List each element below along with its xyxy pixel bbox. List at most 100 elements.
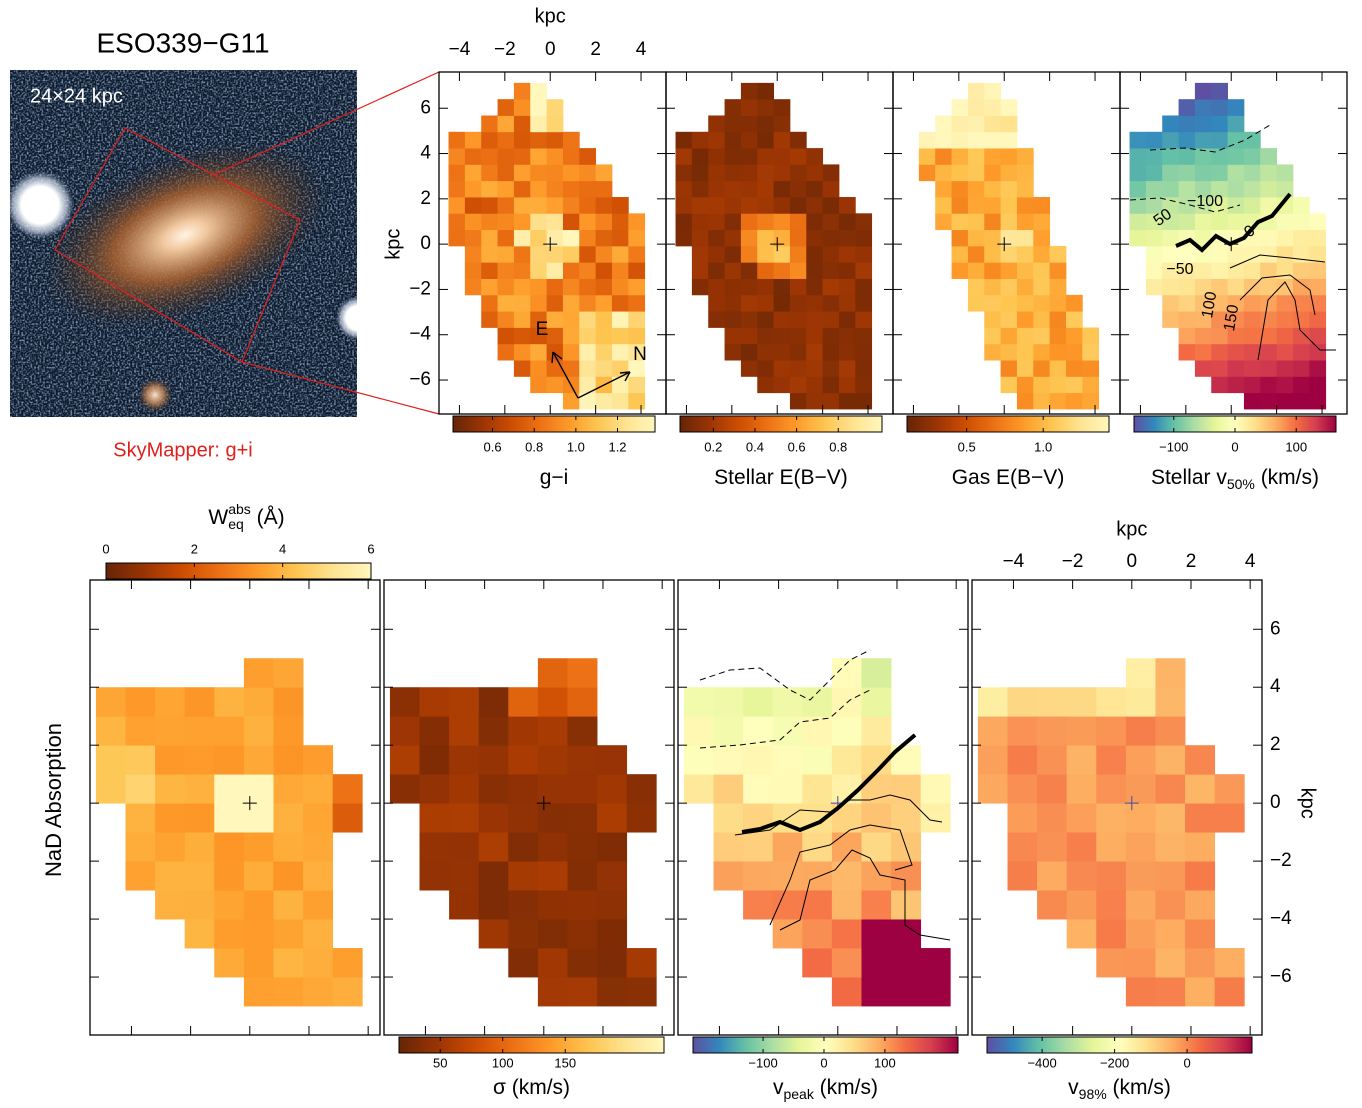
map-cell [1066, 745, 1097, 775]
map-cell [1227, 294, 1245, 312]
colorbar-label: Gas E(B−V) [952, 466, 1065, 489]
map-cell [708, 197, 725, 214]
map-cell [1129, 229, 1147, 247]
map-cell [675, 180, 693, 198]
map-cell [1145, 262, 1163, 279]
map-cell [1292, 392, 1310, 410]
map-cell [562, 213, 580, 231]
map-cell [125, 687, 156, 717]
map-cell [861, 919, 892, 949]
x-tick-label: 0 [1127, 551, 1138, 572]
map-cell [611, 294, 629, 312]
map-cell [1033, 392, 1051, 410]
map-cell [1096, 832, 1127, 862]
map-cell [1033, 343, 1051, 361]
map-cell [773, 376, 791, 394]
map-cell [562, 360, 580, 377]
y-tick-label: 2 [420, 188, 431, 209]
colorbar-label-part: Stellar E(B−V) [714, 466, 848, 489]
map-cell [497, 131, 515, 149]
map-cell [513, 82, 531, 100]
map-cell [184, 803, 215, 833]
map-cell [806, 294, 824, 312]
colorbar-tick-label: 0.8 [525, 439, 543, 454]
colorbar-tick-label: −100 [748, 1055, 777, 1070]
map-cell [724, 99, 742, 116]
map-cell [789, 343, 807, 361]
map-cell [838, 213, 856, 231]
map-cell [1016, 148, 1034, 165]
map-cell [1145, 148, 1163, 165]
map-cell [740, 82, 758, 100]
map-cell [984, 82, 1001, 100]
map-cell [772, 716, 803, 746]
map-cell [935, 180, 952, 198]
y-tick-label: 4 [1270, 676, 1281, 697]
map-cell [1178, 180, 1196, 198]
map-cell [951, 99, 969, 116]
center-marker [242, 796, 257, 811]
map-cell [1145, 213, 1163, 231]
map-cell [595, 392, 613, 410]
colorbar [986, 1036, 1253, 1054]
map-cell [513, 229, 531, 247]
colorbar-label: g−i [540, 466, 569, 489]
map-cell [967, 148, 985, 165]
map-cell [1096, 716, 1127, 746]
contour [769, 824, 913, 926]
map-cell [806, 164, 824, 182]
map-cell [546, 327, 564, 345]
map-cell [1007, 687, 1038, 717]
map-cell [530, 180, 547, 198]
map-cell [273, 774, 304, 804]
map-cell [1016, 180, 1034, 198]
colorbar [906, 415, 1110, 433]
map-cell [1037, 861, 1068, 891]
map-cell [822, 278, 840, 296]
map-cell [567, 774, 598, 804]
colorbar-label-part: 98% [1079, 1086, 1107, 1102]
map-cell [611, 262, 629, 279]
map-cell [597, 948, 628, 978]
map-cell [1243, 197, 1261, 214]
map-cell [537, 948, 568, 978]
map-cell [967, 164, 985, 182]
map-cell [1211, 180, 1228, 198]
colorbar-tick-label: 1.0 [1034, 439, 1052, 454]
map-cell [831, 832, 862, 862]
map-cell [562, 294, 580, 312]
map-cell [1194, 213, 1212, 231]
map-cell [1276, 229, 1294, 247]
map-cell [740, 311, 758, 328]
contour-label: 100 [1199, 290, 1220, 319]
map-cell [691, 148, 709, 165]
map-cell [273, 803, 304, 833]
map-cell [546, 115, 564, 133]
map-cell [1155, 948, 1186, 978]
map-cell [513, 343, 531, 361]
map-cell [481, 115, 498, 133]
map-cell [184, 774, 215, 804]
zoom-line [241, 361, 440, 415]
map-cell [977, 716, 1008, 746]
map-cell [513, 294, 531, 312]
map-cell [1276, 180, 1294, 198]
map-cell [1016, 327, 1034, 345]
map-cell [675, 229, 693, 247]
map-cell [513, 148, 531, 165]
map-cell [935, 131, 952, 149]
map-cell [773, 343, 791, 361]
map-cell [125, 861, 156, 891]
map-cell [1276, 343, 1294, 361]
map-cell [1194, 164, 1212, 182]
map-cell [806, 392, 824, 410]
y-tick-label: −2 [1270, 850, 1292, 871]
map-cell [1276, 311, 1294, 328]
map-cell [789, 278, 807, 296]
map-cell [530, 213, 547, 231]
map-cell [389, 774, 420, 804]
map-cell [1033, 197, 1051, 214]
map-cell [1185, 774, 1216, 804]
colorbar-tick-label: 0.5 [958, 439, 976, 454]
map-cell [1049, 294, 1067, 312]
